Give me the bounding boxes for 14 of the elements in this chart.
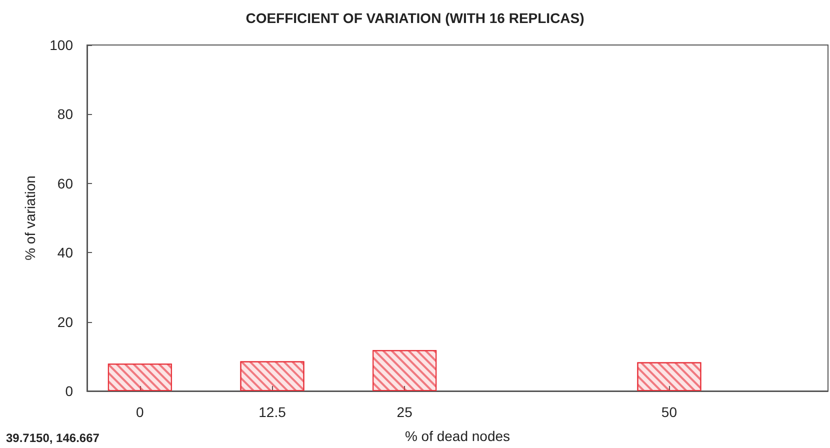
y-axis-title: % of variation	[22, 176, 38, 260]
y-tick-label: 60	[57, 175, 74, 192]
y-tick-label: 80	[57, 106, 74, 122]
y-tick-label: 0	[65, 383, 74, 399]
x-tick-label: 12.5	[258, 404, 286, 420]
x-tick-label: 0	[136, 404, 144, 420]
x-tick-label: 50	[661, 404, 678, 420]
x-axis-title: % of dead nodes	[404, 428, 510, 444]
y-tick-label: 100	[50, 37, 74, 53]
text: 39.7150, 146.667	[6, 431, 100, 445]
y-tick-label: 20	[57, 314, 74, 330]
y-tick-label: 40	[57, 244, 74, 261]
x-tick-label: 25	[396, 404, 413, 420]
chart-title: COEFFICIENT OF VARIATION (WITH 16 REPLICAS)	[246, 10, 584, 26]
